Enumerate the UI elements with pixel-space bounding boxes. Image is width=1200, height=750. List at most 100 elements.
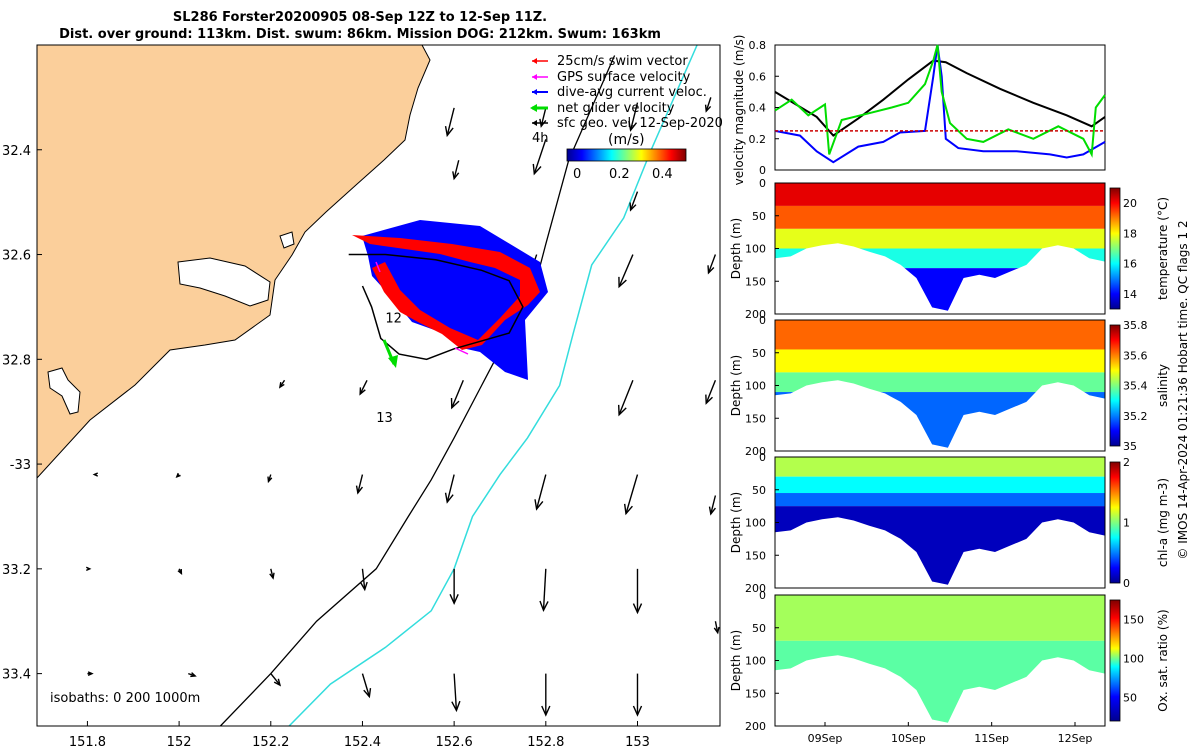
colorbar-tick-label: 100	[1123, 653, 1144, 666]
legend-label-swim-vector: 25cm/s swim vector	[557, 54, 688, 69]
legend-item-swim-vector: 25cm/s swim vector	[532, 54, 688, 69]
geo-vel-arrow-head	[175, 472, 181, 479]
section-colorbar	[1109, 599, 1121, 722]
section-panel-salinity: 0 50 100 150 200 Depth (m) 35 35.2 35.4 35.6 35.8 s…	[729, 314, 1170, 458]
geo-vel-arrow	[177, 568, 183, 575]
geo-vel-arrow-shaft	[625, 474, 639, 514]
geo-vel-arrow-shaft	[533, 139, 547, 175]
geo-vel-arrow-head	[449, 594, 459, 606]
geo-vel-arrow-shaft	[542, 568, 547, 611]
day-label-12: 12	[385, 312, 402, 327]
section-y-tick-label: 200	[745, 582, 766, 595]
section-y-tick-label: 150	[745, 275, 766, 288]
geo-vel-arrow	[359, 379, 368, 396]
geo-vel-arrow-shaft	[629, 102, 639, 131]
velocity-y-tick-label: 0.4	[749, 102, 767, 115]
geo-vel-arrow	[708, 495, 717, 516]
section-layer	[775, 349, 1105, 373]
geo-vel-arrow-shaft	[357, 474, 364, 494]
geo-vel-arrow-head	[360, 581, 368, 592]
velocity-y-axis: 0 0.2 0.4 0.6 0.8	[749, 39, 779, 177]
geo-vel-arrow	[269, 568, 275, 580]
geo-vel-arrow-shaft	[453, 673, 458, 711]
geo-vel-arrow-shaft	[705, 97, 712, 112]
velocity-panel: 0 0.2 0.4 0.6 0.8 velocity magnitude (m/s)	[732, 35, 1106, 185]
geo-vel-arrow	[361, 673, 372, 699]
day-label-13: 13	[376, 411, 393, 426]
geo-vel-arrow	[705, 380, 717, 405]
colorbar-tick-label: 35.4	[1123, 380, 1148, 393]
geo-vel-arrow-head	[87, 671, 94, 677]
geo-vel-arrow-shaft	[361, 673, 371, 697]
geo-vel-arrow-head	[267, 476, 273, 484]
geo-vel-arrow-head	[628, 120, 638, 132]
section-panel-temperature: 0 50 100 150 200 Depth (m) 14 16 18 20 temperature…	[729, 177, 1170, 321]
legend-label-geo-vel: sfc geo. vel. 12-Sep-2020	[557, 116, 723, 131]
section-y-tick-label: 0	[759, 177, 766, 190]
geo-vel-arrow-head	[541, 705, 551, 717]
net-glider-velocity-head	[388, 355, 398, 368]
geo-vel-arrow	[85, 566, 92, 572]
section-y-tick-label: 0	[759, 314, 766, 327]
section-y-tick-label: 150	[745, 549, 766, 562]
geo-vel-arrow-head	[617, 404, 627, 417]
geo-vel-arrow-shaft	[270, 673, 281, 686]
colorbar-tick-label: 35.8	[1123, 319, 1148, 332]
section-layer	[775, 595, 1105, 641]
geo-vel-arrow-head	[704, 104, 712, 113]
legend-label-net-glider: net glider velocity	[557, 101, 675, 116]
section-y-tick-label: 150	[745, 687, 766, 700]
geo-vel-arrow	[360, 568, 368, 592]
geo-vel-arrow	[534, 474, 547, 511]
geo-vel-arrow-shaft	[705, 380, 717, 404]
map-y-tick-label: 33.4	[2, 668, 31, 683]
legend-scale-label: 4h	[532, 131, 549, 146]
colorbar-title: (m/s)	[608, 132, 645, 148]
geo-vel-arrow-head	[632, 705, 643, 717]
colorbar-tick-label: 20	[1123, 197, 1137, 210]
section-layer	[775, 476, 1105, 494]
geo-vel-arrow-shaft	[359, 379, 368, 395]
geo-vel-arrow-head	[273, 678, 282, 687]
land-area	[37, 45, 431, 479]
section-layer	[775, 320, 1105, 350]
geo-vel-arrow-shaft	[446, 107, 455, 136]
geo-vel-arrow-head	[278, 382, 285, 389]
map-x-axis: 151.8 152 152.2 152.4 152.6 152.8 153	[69, 721, 650, 750]
geo-vel-arrow	[267, 474, 273, 484]
section-y-tick-label: 50	[752, 347, 766, 360]
section-y-tick-label: 200	[745, 445, 766, 458]
section-y-tick-label: 100	[745, 517, 766, 530]
geo-vel-arrow	[87, 671, 94, 677]
gps-velocity-marks	[375, 261, 469, 355]
section-y-tick-label: 200	[745, 720, 766, 733]
map-y-tick-label: 32.6	[2, 249, 31, 264]
geo-vel-arrow-head	[632, 603, 643, 615]
velocity-y-tick-label: 0.8	[749, 39, 767, 52]
lake-2	[47, 367, 81, 415]
geo-vel-arrow-head	[707, 265, 715, 275]
colorbar-label: temperature (°C)	[1156, 197, 1170, 300]
section-y-tick-label: 100	[745, 655, 766, 668]
geo-vel-arrow-shaft	[535, 474, 547, 510]
colorbar-tick-label: 35.6	[1123, 349, 1148, 362]
geo-vel-arrow-head	[450, 397, 460, 410]
section-ylabel: Depth (m)	[729, 492, 743, 553]
geo-vel-arrow	[444, 107, 455, 138]
section-layer	[775, 493, 1105, 507]
time-tick-label: 11Sep	[974, 732, 1009, 745]
colorbar-label: Ox. sat. ratio (%)	[1156, 609, 1170, 711]
colorbar-label: salinity	[1156, 364, 1170, 407]
geo-vel-arrow	[188, 672, 197, 678]
time-tick-label: 09Sep	[808, 732, 843, 745]
geo-vel-arrow	[532, 139, 547, 176]
section-layer	[775, 205, 1105, 229]
time-axis: 09Sep 10Sep 11Sep 12Sep	[808, 722, 1092, 745]
geo-vel-arrow-head	[532, 163, 542, 176]
geo-vel-arrow	[632, 673, 643, 717]
geo-vel-arrow	[713, 621, 720, 635]
geo-vel-arrow-head	[444, 125, 454, 138]
colorbar-tick-0: 0	[573, 167, 581, 182]
section-layer	[775, 457, 1105, 477]
geo-vel-arrow	[618, 254, 634, 289]
